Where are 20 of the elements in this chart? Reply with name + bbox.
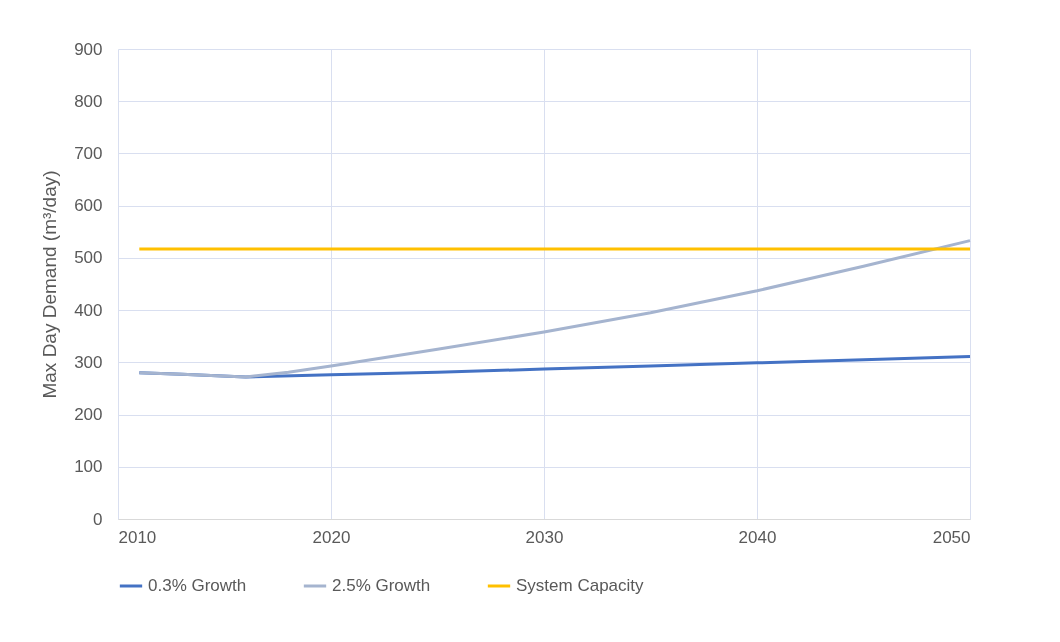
line-series <box>137 239 972 379</box>
y-tick-label: 800 <box>74 91 103 111</box>
y-tick-label: 600 <box>74 196 103 216</box>
x-tick-label: 2010 <box>118 527 157 547</box>
legend-label: 2.5% Growth <box>332 576 431 595</box>
y-tick-label: 200 <box>74 405 103 425</box>
legend-label: System Capacity <box>516 576 645 595</box>
legend-label: 0.3% Growth <box>148 576 247 595</box>
x-tick-label: 2030 <box>525 527 564 547</box>
y-axis-title: Max Day Demand (m³/day) <box>39 170 61 399</box>
x-tick-label: 2020 <box>312 527 351 547</box>
y-tick-label: 700 <box>74 143 103 163</box>
y-tick-label: 300 <box>74 352 103 372</box>
y-tick-label: 0 <box>93 509 103 529</box>
y-tick-label: 900 <box>74 39 103 59</box>
y-tick-label: 500 <box>74 248 103 268</box>
y-tick-label: 400 <box>74 300 103 320</box>
x-tick-label: 2040 <box>738 527 777 547</box>
x-tick-label: 2050 <box>932 527 971 547</box>
y-tick-label: 100 <box>74 457 103 477</box>
